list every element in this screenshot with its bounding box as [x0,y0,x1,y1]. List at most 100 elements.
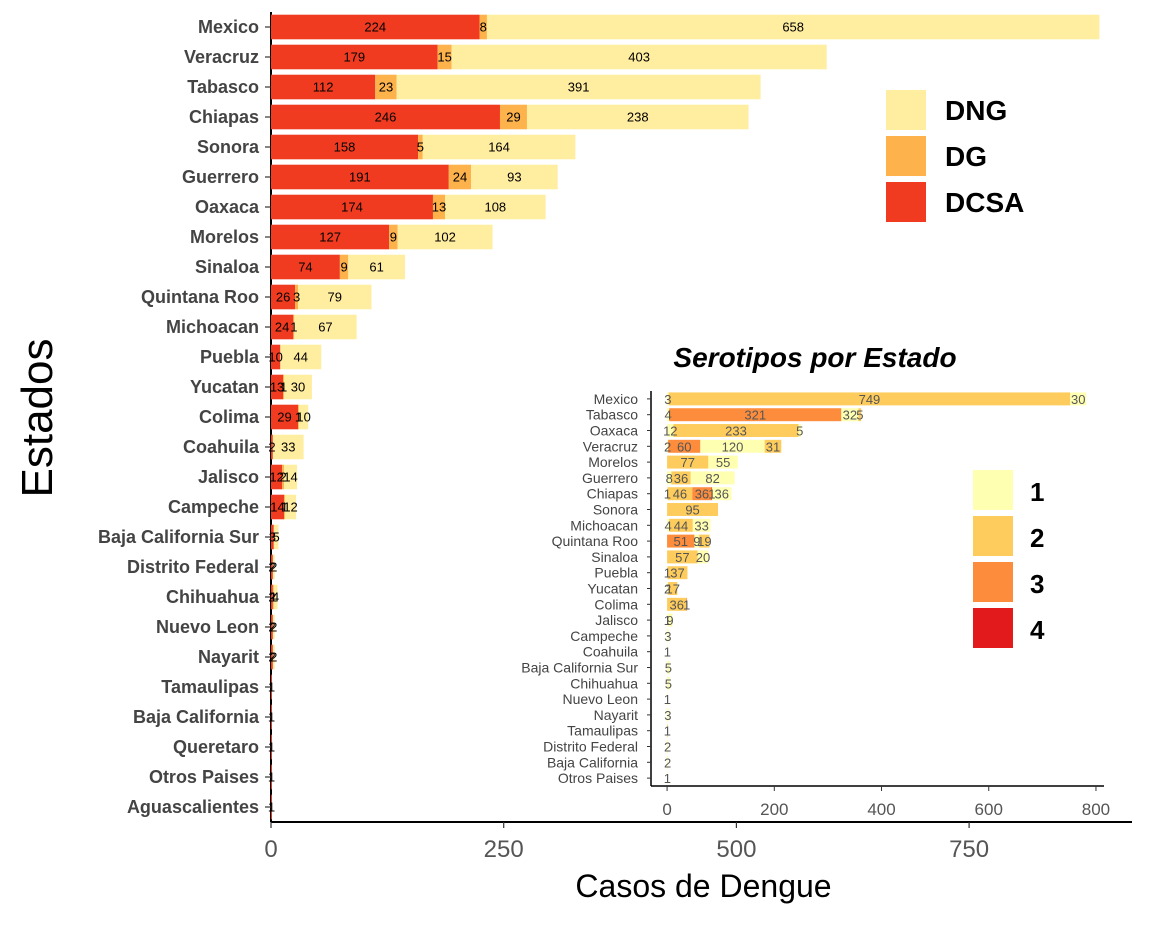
main-bar-value-label: 2 [270,650,277,665]
inset-bar-value-label: 33 [694,518,708,533]
inset-bar-segment-1 [667,613,668,627]
main-bar-value-label: 33 [281,440,295,455]
main-legend-label: DCSA [945,187,1024,218]
main-x-tick-label: 0 [264,836,277,863]
inset-y-tick-label: Nuevo Leon [562,691,638,707]
main-y-tick-label: Morelos [190,227,259,247]
main-bar-value-label: 1 [295,410,302,425]
main-y-tick-label: Yucatan [190,377,259,397]
inset-y-tick-label: Otros Paises [558,770,638,786]
main-y-tick-label: Tamaulipas [161,677,259,697]
inset-bar-segment-1 [667,755,669,769]
main-y-tick-label: Oaxaca [195,197,260,217]
main-bar-value-label: 158 [334,140,356,155]
main-bar-value-label: 30 [291,380,305,395]
main-y-tick-label: Michoacan [166,317,259,337]
main-bar-segment-dng [284,464,298,490]
main-bar-segment-dcsa [271,674,272,700]
main-bar-segment-dcsa [271,434,273,460]
main-bar-segment-dng [348,254,406,280]
inset-bar-value-label: 20 [696,550,710,565]
inset-legend-label: 1 [1030,477,1044,507]
main-x-axis-title: Casos de Dengue [575,868,831,904]
main-y-tick-label: Queretaro [173,737,259,757]
inset-bar-segment-1 [667,518,670,532]
main-bar-segment-dg [272,584,274,610]
main-bar-value-label: 2 [268,650,275,665]
main-bar-segment-dcsa [271,104,500,130]
inset-bar-segment-1 [667,676,670,690]
inset-y-tick-label: Jalisco [595,612,638,628]
main-bar-segment-dg [283,374,285,400]
inset-y-tick-label: Morelos [588,454,638,470]
inset-x-tick-label: 400 [867,800,895,819]
main-y-tick-label: Mexico [198,17,259,37]
main-bar-value-label: 1 [268,710,275,725]
inset-bar-value-label: 19 [697,534,711,549]
main-bar-value-label: 26 [276,290,290,305]
main-bar-segment-dg [437,44,452,70]
inset-bar-segment-2 [669,518,693,532]
inset-y-tick-label: Tabasco [586,407,638,423]
main-bar-value-label: 164 [488,140,510,155]
main-bar-value-label: 403 [628,50,650,65]
inset-bar-segment-1 [667,645,668,659]
main-bar-segment-dg [297,404,299,430]
main-x-tick-label: 750 [949,836,989,863]
inset-bar-segment-2 [668,392,1071,406]
inset-bar-segment-1 [667,708,669,722]
main-bar-value-label: 10 [296,410,310,425]
main-y-tick-label: Tabasco [187,77,259,97]
inset-bar-value-label: 9 [666,613,673,628]
main-y-tick-label: Campeche [168,497,259,517]
main-bar-value-label: 67 [318,320,332,335]
inset-bar-segment-3 [667,534,695,548]
inset-y-tick-label: Sinaloa [591,549,638,565]
main-bar-segment-dng [294,314,357,340]
main-bar-segment-dng [486,14,1100,40]
inset-legend-label: 4 [1030,615,1045,645]
main-bar-value-label: 3 [269,530,276,545]
inset-bar-segment-3 [686,597,687,611]
main-bar-value-label: 246 [375,110,397,125]
inset-bar-segment-4 [711,487,713,501]
inset-bar-value-label: 233 [725,424,747,439]
main-bar-value-label: 13 [432,200,446,215]
inset-bar-value-label: 60 [677,439,691,454]
inset-y-tick-label: Baja California [547,754,638,770]
inset-bar-value-label: 36 [695,487,709,502]
main-bar-value-label: 658 [782,20,804,35]
inset-y-tick-label: Mexico [594,391,639,407]
main-bar-segment-dg [499,104,527,130]
main-bar-value-label: 127 [319,230,341,245]
inset-bar-value-label: 1 [664,487,671,502]
inset-bar-value-label: 5 [796,424,803,439]
inset-bar-value-label: 82 [705,471,719,486]
main-y-tick-label: Colima [199,407,260,427]
main-y-tick-label: Coahuila [183,437,260,457]
main-bar-value-label: 238 [627,110,649,125]
inset-y-tick-label: Nayarit [594,707,638,723]
main-bar-segment-dg [418,134,423,160]
main-x-tick-label: 500 [716,836,756,863]
main-bar-value-label: 2 [279,470,286,485]
main-bar-segment-dcsa [271,14,480,40]
main-bar-value-label: 9 [340,260,347,275]
inset-bar-segment-3 [692,487,712,501]
inset-x-tick-label: 0 [662,800,671,819]
inset-bar-value-label: 46 [673,487,687,502]
inset-legend-label: 2 [1030,523,1044,553]
inset-bar-segment-1 [667,771,668,785]
main-y-tick-label: Nuevo Leon [156,617,259,637]
main-y-tick-label: Chihuahua [166,587,260,607]
inset-bar-value-label: 32 [843,408,857,423]
main-bar-segment-dcsa [271,44,438,70]
inset-bar-value-label: 120 [722,439,744,454]
inset-bar-segment-1 [667,692,668,706]
main-legend-label: DG [945,141,987,172]
main-bar-value-label: 179 [343,50,365,65]
main-x-tick-label: 250 [484,836,524,863]
inset-bar-segment-1 [667,661,670,674]
main-y-tick-label: Nayarit [198,647,259,667]
